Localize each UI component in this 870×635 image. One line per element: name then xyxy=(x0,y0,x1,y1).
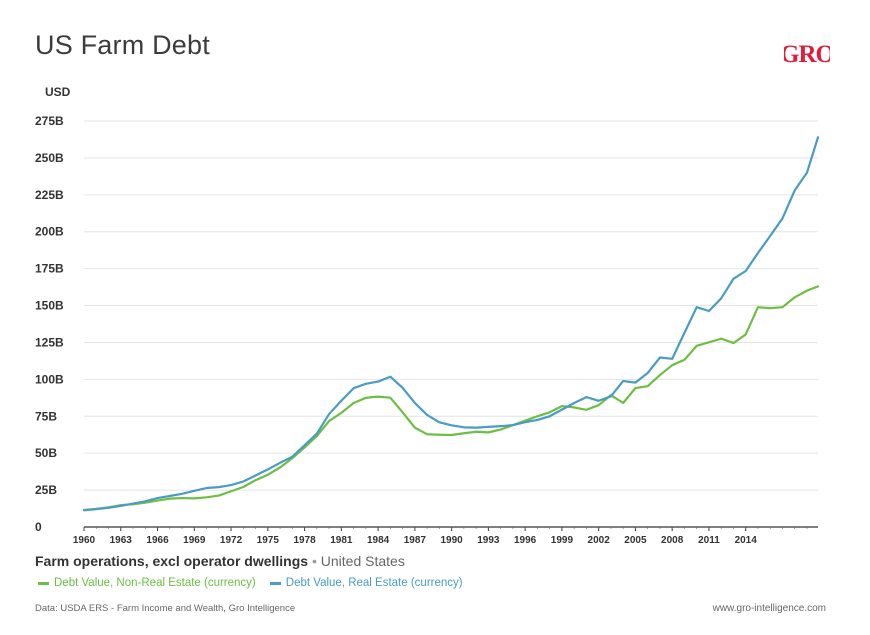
y-axis-label: USD xyxy=(45,85,71,99)
line-chart: 0 25B 50B 75B 100B 125B 150B 175B 200B 225B 250B 27… xyxy=(35,85,820,545)
y-tick-label: 175B xyxy=(35,262,64,276)
subtitle-location: United States xyxy=(320,553,405,569)
x-tick-label: 1969 xyxy=(183,535,206,545)
series-lines xyxy=(82,136,820,512)
legend-label-real-estate: Debt Value, Real Estate (currency) xyxy=(285,577,463,589)
x-tick-label: 1996 xyxy=(514,535,537,545)
y-tick-label: 275B xyxy=(35,114,64,128)
subtitle-main: Farm operations, excl operator dwellings xyxy=(35,553,309,569)
y-tick-label: 75B xyxy=(35,409,57,423)
y-tick-label: 150B xyxy=(35,299,64,313)
x-tick-label: 1960 xyxy=(73,535,96,545)
x-tick-label: 1981 xyxy=(330,535,353,545)
x-tick-label: 1984 xyxy=(367,535,390,545)
x-tick-label: 1975 xyxy=(257,535,280,545)
x-tick-label: 1978 xyxy=(293,535,316,545)
x-tick-label: 1999 xyxy=(551,535,574,545)
x-tick-label: 2011 xyxy=(698,535,720,545)
y-tick-label: 200B xyxy=(35,225,64,239)
x-tick-label: 1987 xyxy=(404,535,427,545)
legend-item-non-real-estate[interactable]: Debt Value, Non-Real Estate (currency) xyxy=(38,577,256,589)
y-tick-label: 125B xyxy=(35,335,64,349)
x-tick-label: 2005 xyxy=(624,535,647,545)
data-source: Data: USDA ERS - Farm Income and Wealth,… xyxy=(35,603,296,614)
y-tick-label: 100B xyxy=(35,372,64,386)
x-axis-ticks: 1960 1963 1966 1969 1972 1975 1978 1981 1984 1987… xyxy=(73,527,808,545)
legend-swatch-real-estate xyxy=(269,581,281,585)
legend-item-real-estate[interactable]: Debt Value, Real Estate (currency) xyxy=(269,577,463,589)
chart-legend: Debt Value, Non-Real Estate (currency) D… xyxy=(38,577,463,589)
legend-swatch-non-real-estate xyxy=(38,581,49,585)
x-tick-label: 1993 xyxy=(477,535,500,545)
series-line-real-estate[interactable] xyxy=(82,136,820,512)
gro-logo: GRO xyxy=(784,41,830,68)
x-tick-label: 1963 xyxy=(110,535,133,545)
x-tick-label: 1990 xyxy=(440,535,463,545)
y-tick-label: 50B xyxy=(35,446,57,460)
grid-lines xyxy=(84,120,818,528)
gro-logo-text: GRO xyxy=(784,41,830,68)
x-tick-label: 2002 xyxy=(588,535,611,545)
y-tick-label: 0 xyxy=(35,520,42,534)
x-tick-label: 1966 xyxy=(146,535,169,545)
series-line-non-real-estate[interactable] xyxy=(82,285,820,512)
y-tick-label: 225B xyxy=(35,188,64,202)
subtitle-separator: • xyxy=(311,553,317,569)
website-link[interactable]: www.gro-intelligence.com xyxy=(712,603,826,614)
y-tick-label: 250B xyxy=(35,151,64,165)
y-axis-ticks: 0 25B 50B 75B 100B 125B 150B 175B 200B 225B 250B 27… xyxy=(35,114,64,534)
x-tick-label: 2008 xyxy=(661,535,684,545)
chart-subtitle: Farm operations, excl operator dwellings… xyxy=(35,553,405,569)
y-tick-label: 25B xyxy=(35,483,57,497)
chart-title: US Farm Debt xyxy=(35,30,210,60)
legend-label-non-real-estate: Debt Value, Non-Real Estate (currency) xyxy=(54,577,256,589)
x-tick-label: 1972 xyxy=(220,535,243,545)
x-tick-label: 2014 xyxy=(735,535,758,545)
